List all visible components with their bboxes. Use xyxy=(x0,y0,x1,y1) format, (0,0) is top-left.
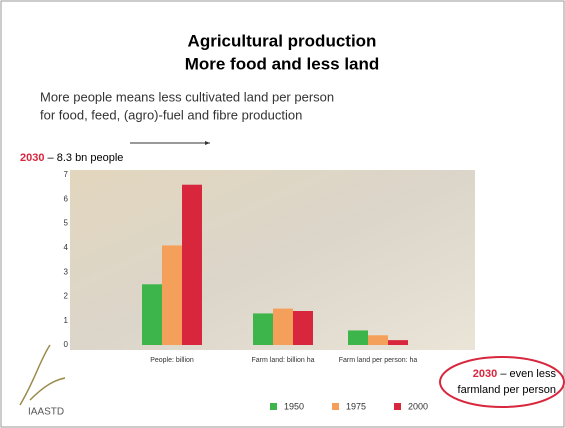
legend-swatch xyxy=(270,403,277,410)
bar xyxy=(162,245,182,345)
y-tick-label: 0 xyxy=(64,340,69,349)
subtitle: More food and less land xyxy=(185,54,380,73)
description: for food, feed, (agro)-fuel and fibre pr… xyxy=(40,107,302,122)
bar xyxy=(142,284,162,345)
annotation-text: – 8.3 bn people xyxy=(48,152,124,164)
callout-text: farmland per person xyxy=(458,384,556,396)
logo: IAASTD xyxy=(28,407,64,418)
title: Agricultural production xyxy=(188,31,377,50)
annotation-year: 2030 xyxy=(20,152,44,164)
callout-ring xyxy=(439,356,565,408)
y-tick-label: 2 xyxy=(64,292,69,301)
legend-label: 2000 xyxy=(408,401,428,411)
bar xyxy=(182,184,202,345)
x-tick-label: Farm land: billion ha xyxy=(251,357,314,364)
logo-mark xyxy=(19,344,66,406)
callout: 2030 – even less xyxy=(473,368,557,380)
bar xyxy=(293,311,313,345)
bar xyxy=(388,340,408,345)
bar xyxy=(253,313,273,345)
x-tick-label: People: billion xyxy=(150,357,194,364)
bar xyxy=(368,335,388,345)
y-tick-label: 6 xyxy=(64,194,69,203)
y-tick-label: 3 xyxy=(64,267,69,276)
x-tick-label: Farm land per person: ha xyxy=(339,357,418,364)
description: More people means less cultivated land p… xyxy=(40,89,334,104)
legend-label: 1975 xyxy=(346,401,366,411)
annotation: 2030 – 8.3 bn people xyxy=(20,152,123,164)
y-tick-label: 4 xyxy=(64,243,69,252)
legend-label: 1950 xyxy=(284,401,304,411)
callout-year: 2030 xyxy=(473,368,497,380)
callout-text: – even less xyxy=(500,368,556,380)
legend-swatch xyxy=(332,403,339,410)
bar xyxy=(273,308,293,345)
legend-swatch xyxy=(394,403,401,410)
arrow-head xyxy=(205,141,210,145)
y-tick-label: 1 xyxy=(64,316,69,325)
bar xyxy=(348,330,368,345)
y-tick-label: 7 xyxy=(64,170,69,179)
y-tick-label: 5 xyxy=(64,219,69,228)
